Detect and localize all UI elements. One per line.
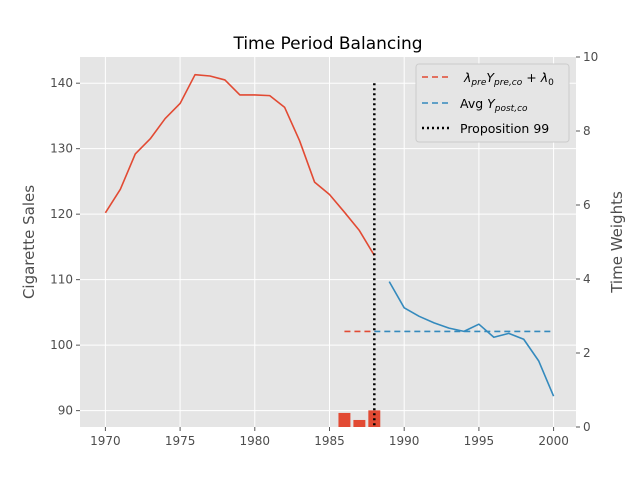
legend-label-post: Avg Ypost,co: [460, 96, 528, 114]
series-line-post: [388, 281, 555, 397]
legend: λpreYpre,co + λ0 Avg Ypost,co Propositio…: [415, 63, 570, 143]
x-tick-label: 1995: [464, 434, 495, 448]
x-tick-label: 1990: [389, 434, 420, 448]
y2-axis-label: Time Weights: [608, 191, 626, 294]
y2-tick-label: 6: [583, 198, 591, 212]
x-tick-label: 1980: [240, 434, 271, 448]
grid-lines: [80, 57, 576, 427]
y2-tick-label: 2: [583, 346, 591, 360]
legend-label-pre: λpreYpre,co + λ0: [463, 70, 554, 88]
y-axis-label: Cigarette Sales: [20, 185, 38, 299]
y-tick-label: 140: [50, 76, 73, 90]
series-line-pre: [104, 73, 375, 256]
x-tick-label: 1970: [90, 434, 121, 448]
y2-tick-label: 4: [583, 272, 591, 286]
x-tick-label: 1985: [314, 434, 345, 448]
x-tick-label: 2000: [538, 434, 569, 448]
legend-box: [415, 63, 570, 143]
y-tick-label: 90: [58, 404, 73, 418]
y2-tick-label: 0: [583, 420, 591, 434]
y2-tick-label: 10: [583, 50, 598, 64]
legend-label-vline: Proposition 99: [460, 121, 549, 136]
time-weight-bar: [338, 412, 351, 427]
y-tick-label: 130: [50, 142, 73, 156]
y-tick-label: 110: [50, 273, 73, 287]
tick-labels: 1970 1975 1980 1985 1990 1995 2000901001101201…: [50, 50, 598, 448]
x-tick-label: 1975: [165, 434, 196, 448]
series-lines: [104, 73, 555, 427]
y-tick-label: 120: [50, 207, 73, 221]
y-tick-label: 100: [50, 338, 73, 352]
time-weight-bar: [353, 419, 366, 427]
y2-tick-label: 8: [583, 124, 591, 138]
chart-title: Time Period Balancing: [232, 34, 422, 54]
